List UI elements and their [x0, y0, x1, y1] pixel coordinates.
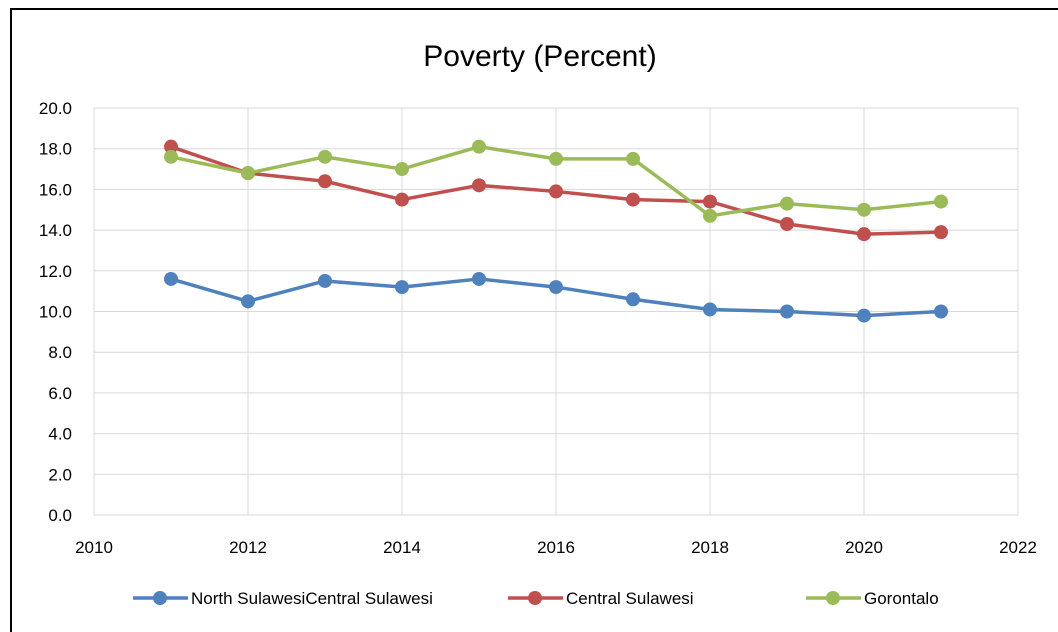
data-point: [318, 174, 332, 189]
y-tick-label: 2.0: [48, 465, 72, 484]
y-tick-label: 12.0: [39, 262, 72, 281]
x-tick-label: 2022: [999, 538, 1037, 557]
series-lines: [164, 139, 948, 323]
data-point: [472, 178, 486, 193]
y-tick-label: 18.0: [39, 140, 72, 159]
legend: North SulawesiCentral Sulawesi Central Su…: [133, 589, 939, 608]
data-point: [549, 184, 563, 199]
data-point: [857, 202, 871, 217]
data-point: [164, 271, 178, 286]
y-tick-label: 6.0: [48, 384, 72, 403]
legend-item: Gorontalo: [806, 589, 939, 608]
x-tick-label: 2012: [229, 538, 267, 557]
x-tick-label: 2016: [537, 538, 575, 557]
series-2: [164, 139, 948, 223]
y-tick-label: 0.0: [48, 506, 72, 525]
chart-frame: [10, 8, 1058, 632]
data-point: [164, 139, 178, 154]
x-tick-label: 2010: [75, 538, 113, 557]
legend-item: Central Sulawesi: [508, 589, 694, 608]
y-tick-label: 10.0: [39, 303, 72, 322]
data-point: [472, 271, 486, 286]
data-point: [780, 196, 794, 211]
legend-label: Gorontalo: [864, 589, 939, 608]
legend-marker: [826, 591, 840, 605]
data-point: [626, 192, 640, 207]
data-point: [549, 280, 563, 295]
data-point: [549, 151, 563, 166]
x-tick-label: 2018: [691, 538, 729, 557]
data-point: [780, 304, 794, 319]
legend-label: North SulawesiCentral Sulawesi: [191, 589, 433, 608]
y-tick-label: 8.0: [48, 343, 72, 362]
y-tick-label: 4.0: [48, 425, 72, 444]
data-point: [934, 194, 948, 209]
data-point: [395, 192, 409, 207]
y-tick-label: 14.0: [39, 221, 72, 240]
data-point: [626, 292, 640, 307]
legend-marker: [528, 591, 542, 605]
data-point: [934, 304, 948, 319]
series-0: [164, 271, 948, 323]
legend-marker: [153, 591, 167, 605]
legend-item: North SulawesiCentral Sulawesi: [133, 589, 433, 608]
y-tick-label: 20.0: [39, 99, 72, 118]
data-point: [934, 225, 948, 240]
data-point: [857, 227, 871, 242]
x-tick-label: 2014: [383, 538, 421, 557]
data-point: [318, 149, 332, 164]
data-point: [395, 162, 409, 177]
data-point: [318, 273, 332, 288]
data-point: [241, 166, 255, 181]
data-point: [703, 302, 717, 317]
data-point: [780, 216, 794, 231]
data-point: [164, 149, 178, 164]
data-point: [395, 280, 409, 295]
legend-label: Central Sulawesi: [566, 589, 694, 608]
data-point: [626, 151, 640, 166]
x-tick-label: 2020: [845, 538, 883, 557]
data-point: [857, 308, 871, 323]
data-point: [703, 208, 717, 223]
chart-title: Poverty (Percent): [423, 40, 656, 73]
data-point: [472, 139, 486, 154]
data-point: [703, 194, 717, 209]
y-tick-label: 16.0: [39, 180, 72, 199]
data-point: [241, 294, 255, 309]
axes: 0.0 2.0 4.0 6.0 8.0 10.0 12.0 14.0 16.0 18.0 20.0 2…: [39, 99, 1037, 557]
